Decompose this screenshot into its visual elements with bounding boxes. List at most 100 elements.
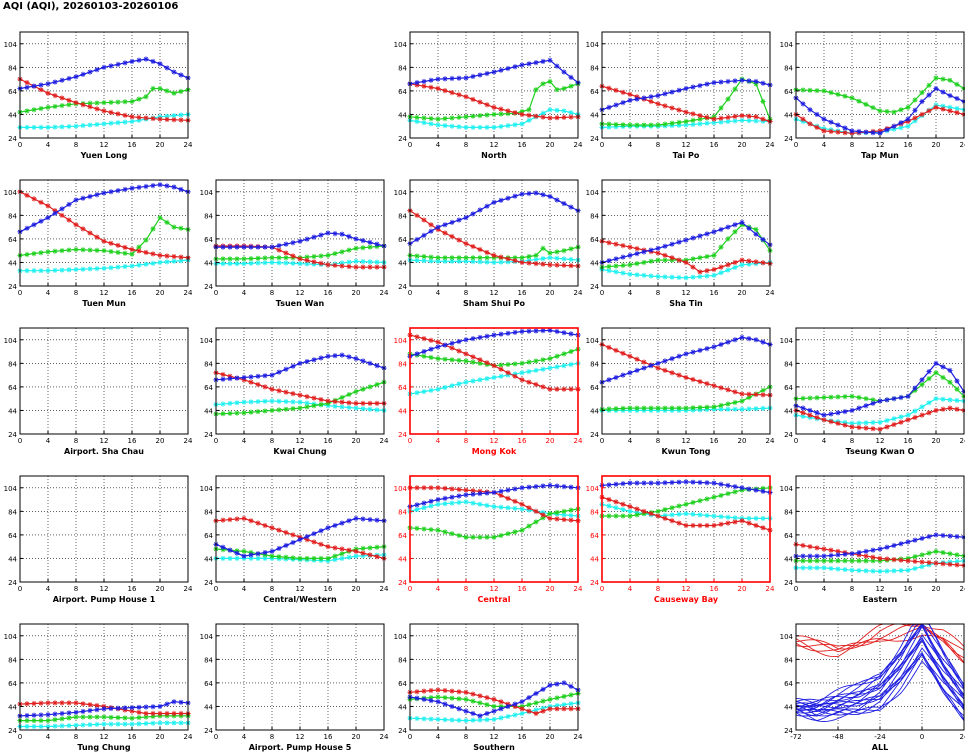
series-green-point: [842, 394, 848, 400]
x-tick-label: 16: [904, 437, 913, 445]
series-green-point: [498, 111, 504, 117]
series-blue-point: [940, 89, 946, 95]
series-cyan-point: [870, 419, 876, 426]
series-blue-point: [332, 353, 338, 359]
x-tick-label: 8: [464, 733, 468, 741]
x-tick-label: 24: [574, 585, 583, 593]
series-green-point: [648, 258, 654, 264]
series-blue-point: [367, 239, 373, 246]
series-cyan-point: [683, 275, 689, 281]
series-red-point: [248, 379, 254, 385]
series-blue-point: [732, 78, 738, 84]
series-cyan-point: [662, 274, 668, 280]
series-blue-point: [360, 516, 366, 522]
series-blue-point: [269, 548, 275, 554]
series-cyan-point: [484, 502, 490, 509]
series-green-point: [828, 90, 834, 96]
series-red-point: [526, 708, 532, 714]
series-cyan-point: [136, 262, 142, 268]
series-red-point: [360, 264, 366, 270]
y-tick-label: 104: [780, 41, 794, 49]
series-red-point: [505, 370, 511, 376]
series-red-point: [655, 101, 661, 107]
y-tick-label: 64: [590, 532, 599, 540]
series-red-point: [150, 710, 156, 717]
series-red-point: [704, 268, 710, 274]
series-red-point: [940, 561, 946, 567]
y-tick-label: 84: [784, 656, 793, 664]
series-green-point: [318, 555, 324, 562]
series-red-point: [690, 376, 696, 383]
series-cyan-point: [533, 707, 539, 713]
y-tick-label: 104: [4, 337, 18, 345]
series-blue-point: [905, 539, 911, 545]
series-green-point: [94, 100, 100, 106]
series-red-point: [655, 513, 661, 519]
series-red-point: [38, 700, 44, 706]
y-tick-label: 84: [8, 360, 17, 368]
series-red-point: [561, 516, 567, 523]
series-blue-point: [933, 85, 939, 92]
series-blue-point: [143, 56, 149, 62]
series-blue-point: [753, 487, 759, 493]
y-tick-label: 84: [398, 212, 407, 220]
series-green-point: [568, 507, 574, 513]
series-cyan-point: [428, 503, 434, 509]
series-green-point: [297, 405, 303, 411]
series-cyan-point: [697, 512, 703, 518]
series-red-point: [739, 518, 745, 524]
series-green-point: [814, 87, 820, 94]
series-red-point: [276, 388, 282, 394]
series-green-point: [856, 394, 862, 401]
x-tick-label: 4: [46, 141, 51, 149]
series-red-point: [318, 260, 324, 266]
series-red-point: [554, 115, 560, 121]
series-cyan-point: [456, 258, 462, 264]
series-cyan-point: [269, 259, 275, 266]
series-red-point: [339, 263, 345, 269]
series-blue-point: [115, 188, 121, 194]
series-cyan-point: [248, 399, 254, 405]
series-red-point: [108, 109, 114, 115]
series-red-point: [554, 386, 560, 392]
series-cyan-point: [435, 716, 441, 722]
series-blue-point: [374, 363, 380, 369]
series-green-point: [276, 554, 282, 560]
series-green-point: [540, 357, 546, 363]
series-green-point: [115, 715, 121, 721]
series-red-point: [463, 94, 469, 100]
series-red-point: [52, 93, 58, 99]
series-cyan-point: [491, 124, 497, 130]
x-tick-label: 4: [436, 141, 441, 149]
series-blue-point: [73, 74, 79, 80]
x-tick-label: 0: [600, 289, 604, 297]
series-red-point: [856, 424, 862, 431]
series-blue-point: [463, 708, 469, 714]
series-cyan-point: [31, 268, 37, 274]
series-cyan-point: [456, 381, 462, 387]
series-cyan-point: [512, 505, 518, 511]
series-blue-point: [711, 344, 717, 350]
series-red-point: [414, 212, 420, 218]
series-blue-point: [725, 224, 731, 230]
series-blue-point: [24, 225, 30, 231]
series-red-point: [835, 129, 841, 135]
series-blue-point: [690, 84, 696, 90]
series-blue-point: [739, 485, 745, 491]
series-green-point: [463, 255, 469, 261]
series-blue-point: [512, 193, 518, 199]
series-green-point: [856, 558, 862, 564]
series-cyan-point: [898, 567, 904, 574]
series-cyan-point: [52, 124, 58, 130]
y-tick-label: 44: [784, 407, 793, 415]
series-blue-point: [746, 225, 752, 231]
series-red-point: [940, 106, 946, 112]
series-cyan-point: [94, 266, 100, 272]
series-red-point: [80, 701, 86, 707]
series-cyan-point: [739, 406, 745, 412]
series-blue-point: [414, 80, 420, 86]
series-green-point: [346, 247, 352, 253]
series-blue-point: [227, 244, 233, 250]
series-blue-point: [561, 200, 567, 207]
